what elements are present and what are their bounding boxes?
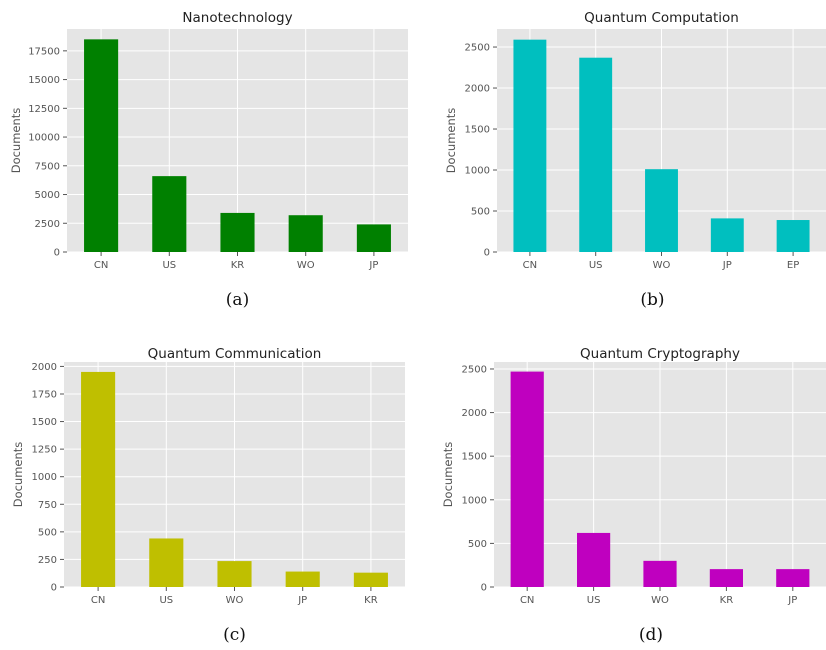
bar-jp <box>356 224 391 252</box>
bar-us <box>579 57 613 252</box>
y-tick-label: 750 <box>38 500 57 511</box>
subfigure-caption: (a) <box>226 290 249 310</box>
subfigure-caption: (d) <box>639 625 663 645</box>
subfigure-caption: (b) <box>640 290 664 310</box>
bar-kr <box>709 569 743 587</box>
x-tick-label: JP <box>297 595 307 606</box>
chart-panel-3: 0 500 1000 1500 2000 2500 CN US WO KR JP Quantum Cr… <box>441 346 826 645</box>
bar-cn <box>81 371 116 587</box>
y-tick-label: 17500 <box>28 46 60 57</box>
y-tick-label: 2500 <box>462 364 487 375</box>
x-tick-label: CN <box>91 595 105 606</box>
bar-wo <box>643 560 677 587</box>
subfigure-caption: (c) <box>223 625 246 645</box>
y-tick-label: 0 <box>51 583 57 594</box>
x-tick-label: US <box>159 595 173 606</box>
y-tick-label: 5000 <box>35 190 60 201</box>
bar-jp <box>285 571 320 587</box>
y-axis-label: Documents <box>11 442 25 508</box>
y-tick-label: 1500 <box>462 452 487 463</box>
y-axis-label: Documents <box>444 108 458 174</box>
bar-cn <box>84 39 119 252</box>
y-tick-label: 1250 <box>32 445 57 456</box>
x-tick-label: JP <box>722 260 732 271</box>
x-tick-label: KR <box>720 595 734 606</box>
bar-kr <box>220 212 255 252</box>
y-tick-label: 10000 <box>28 133 60 144</box>
bar-ep <box>776 220 810 252</box>
y-tick-label: 500 <box>468 539 487 550</box>
y-tick-label: 1000 <box>462 495 487 506</box>
y-tick-label: 2000 <box>32 362 57 373</box>
bar-jp <box>776 569 810 587</box>
y-tick-label: 500 <box>471 207 490 218</box>
y-tick-label: 7500 <box>35 161 60 172</box>
x-tick-label: CN <box>523 260 537 271</box>
chart-title: Nanotechnology <box>182 10 292 26</box>
y-tick-label: 0 <box>54 248 60 259</box>
y-tick-label: 12500 <box>28 104 60 115</box>
y-axis-label: Documents <box>441 442 455 508</box>
bar-cn <box>513 39 547 253</box>
x-tick-label: WO <box>297 260 315 271</box>
y-tick-label: 1500 <box>465 125 490 136</box>
bar-us <box>149 538 184 587</box>
x-tick-label: US <box>162 260 176 271</box>
bar-cn <box>510 371 544 587</box>
chart-title: Quantum Computation <box>584 10 739 26</box>
x-tick-label: WO <box>653 260 671 271</box>
y-tick-label: 1000 <box>32 472 57 483</box>
x-tick-label: WO <box>226 595 244 606</box>
x-tick-label: WO <box>651 595 669 606</box>
bar-kr <box>353 572 388 587</box>
bar-jp <box>710 218 744 252</box>
y-tick-label: 0 <box>481 583 487 594</box>
y-axis-label: Documents <box>9 108 23 174</box>
bar-wo <box>645 169 678 252</box>
x-tick-label: KR <box>364 595 378 606</box>
y-tick-label: 2000 <box>462 408 487 419</box>
chart-panel-0: 0 2500 5000 7500 10000 12500 15000 17500 CN US KR W… <box>9 10 408 310</box>
y-tick-label: 2500 <box>465 43 490 54</box>
chart-title: Quantum Cryptography <box>580 346 740 362</box>
x-tick-label: EP <box>787 260 799 271</box>
y-tick-label: 0 <box>484 248 490 259</box>
x-tick-label: US <box>589 260 603 271</box>
y-tick-label: 2000 <box>465 84 490 95</box>
x-tick-label: JP <box>368 260 378 271</box>
bar-wo <box>288 215 323 252</box>
bar-us <box>152 176 187 252</box>
x-tick-label: CN <box>94 260 108 271</box>
x-tick-label: CN <box>520 595 534 606</box>
x-tick-label: US <box>587 595 601 606</box>
bar-us <box>577 532 611 587</box>
y-tick-label: 15000 <box>28 75 60 86</box>
y-tick-label: 500 <box>38 527 57 538</box>
chart-title: Quantum Communication <box>148 346 322 362</box>
y-tick-label: 250 <box>38 555 57 566</box>
bar-wo <box>217 561 252 587</box>
x-tick-label: KR <box>231 260 245 271</box>
y-tick-label: 1750 <box>32 389 57 400</box>
x-tick-label: JP <box>787 595 797 606</box>
y-tick-label: 1000 <box>465 166 490 177</box>
chart-panel-2: 0 250 500 750 1000 1250 1500 1750 2000 CN US WO JP KR… <box>11 346 405 645</box>
chart-panel-1: 0 500 1000 1500 2000 2500 CN US WO JP EP Quantum Co… <box>444 10 826 310</box>
y-tick-label: 1500 <box>32 417 57 428</box>
y-tick-label: 2500 <box>35 219 60 230</box>
